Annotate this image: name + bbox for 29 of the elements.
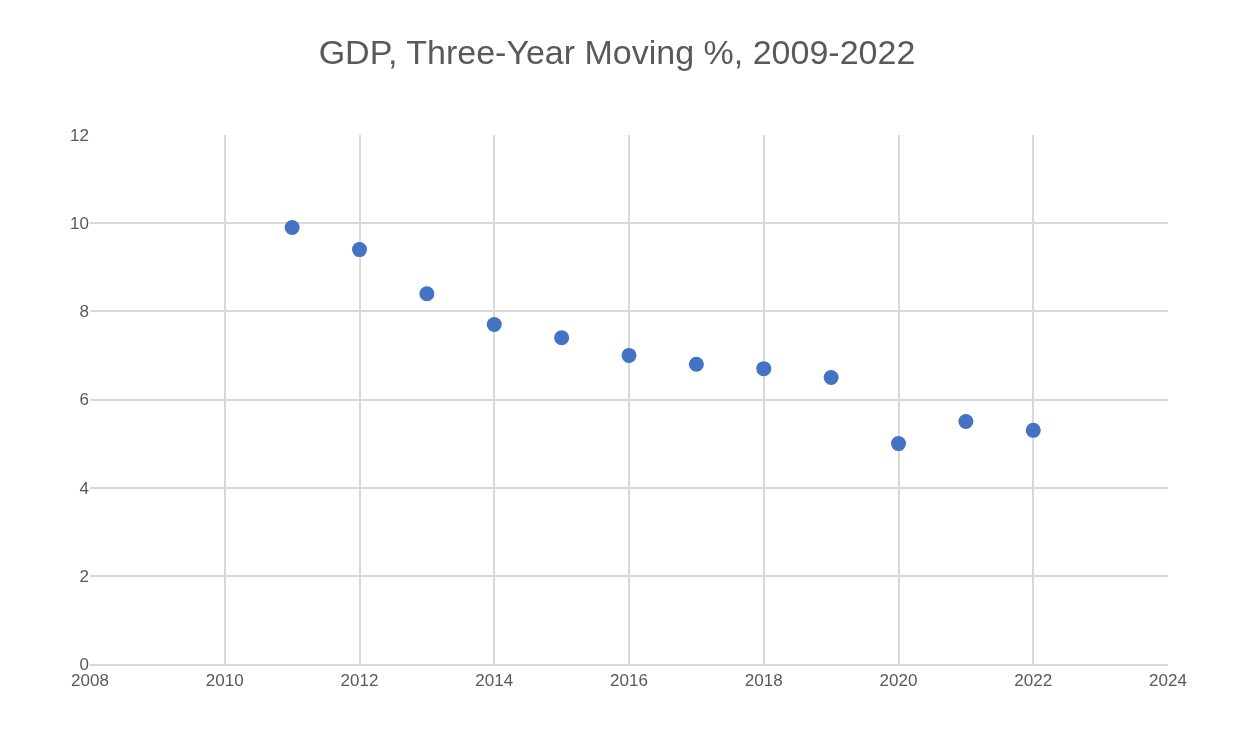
y-tick-label: 10 — [70, 214, 89, 234]
point — [688, 356, 704, 372]
point — [554, 330, 570, 346]
point — [486, 317, 502, 333]
x-tick-label: 2008 — [71, 671, 109, 691]
point — [823, 369, 839, 385]
y-tick-label: 8 — [79, 302, 89, 322]
y-tick-label: 6 — [79, 390, 89, 410]
x-tick-label: 2010 — [205, 671, 244, 691]
x-tick-label: 2012 — [340, 671, 379, 691]
x-tick-label: 2016 — [610, 671, 648, 691]
y-tick-label: 2 — [79, 566, 89, 586]
y-tick-label: 12 — [70, 125, 89, 145]
y-tick-label: 0 — [79, 654, 89, 674]
point — [419, 286, 435, 302]
x-tick-label: 2020 — [879, 671, 918, 691]
point — [621, 347, 637, 363]
x-tick-label: 2014 — [475, 671, 514, 691]
x-tick-label: 2022 — [1014, 671, 1053, 691]
x-tick-label: 2018 — [744, 671, 783, 691]
point — [1025, 422, 1041, 438]
point — [891, 436, 906, 452]
chart-title: GDP, Three-Year Moving %, 2009-2022 — [318, 32, 916, 71]
point — [958, 414, 974, 430]
y-tick-label: 4 — [79, 478, 89, 498]
point — [352, 242, 367, 258]
point — [284, 220, 300, 236]
point — [756, 361, 772, 377]
x-tick-label: 2024 — [1149, 671, 1187, 691]
